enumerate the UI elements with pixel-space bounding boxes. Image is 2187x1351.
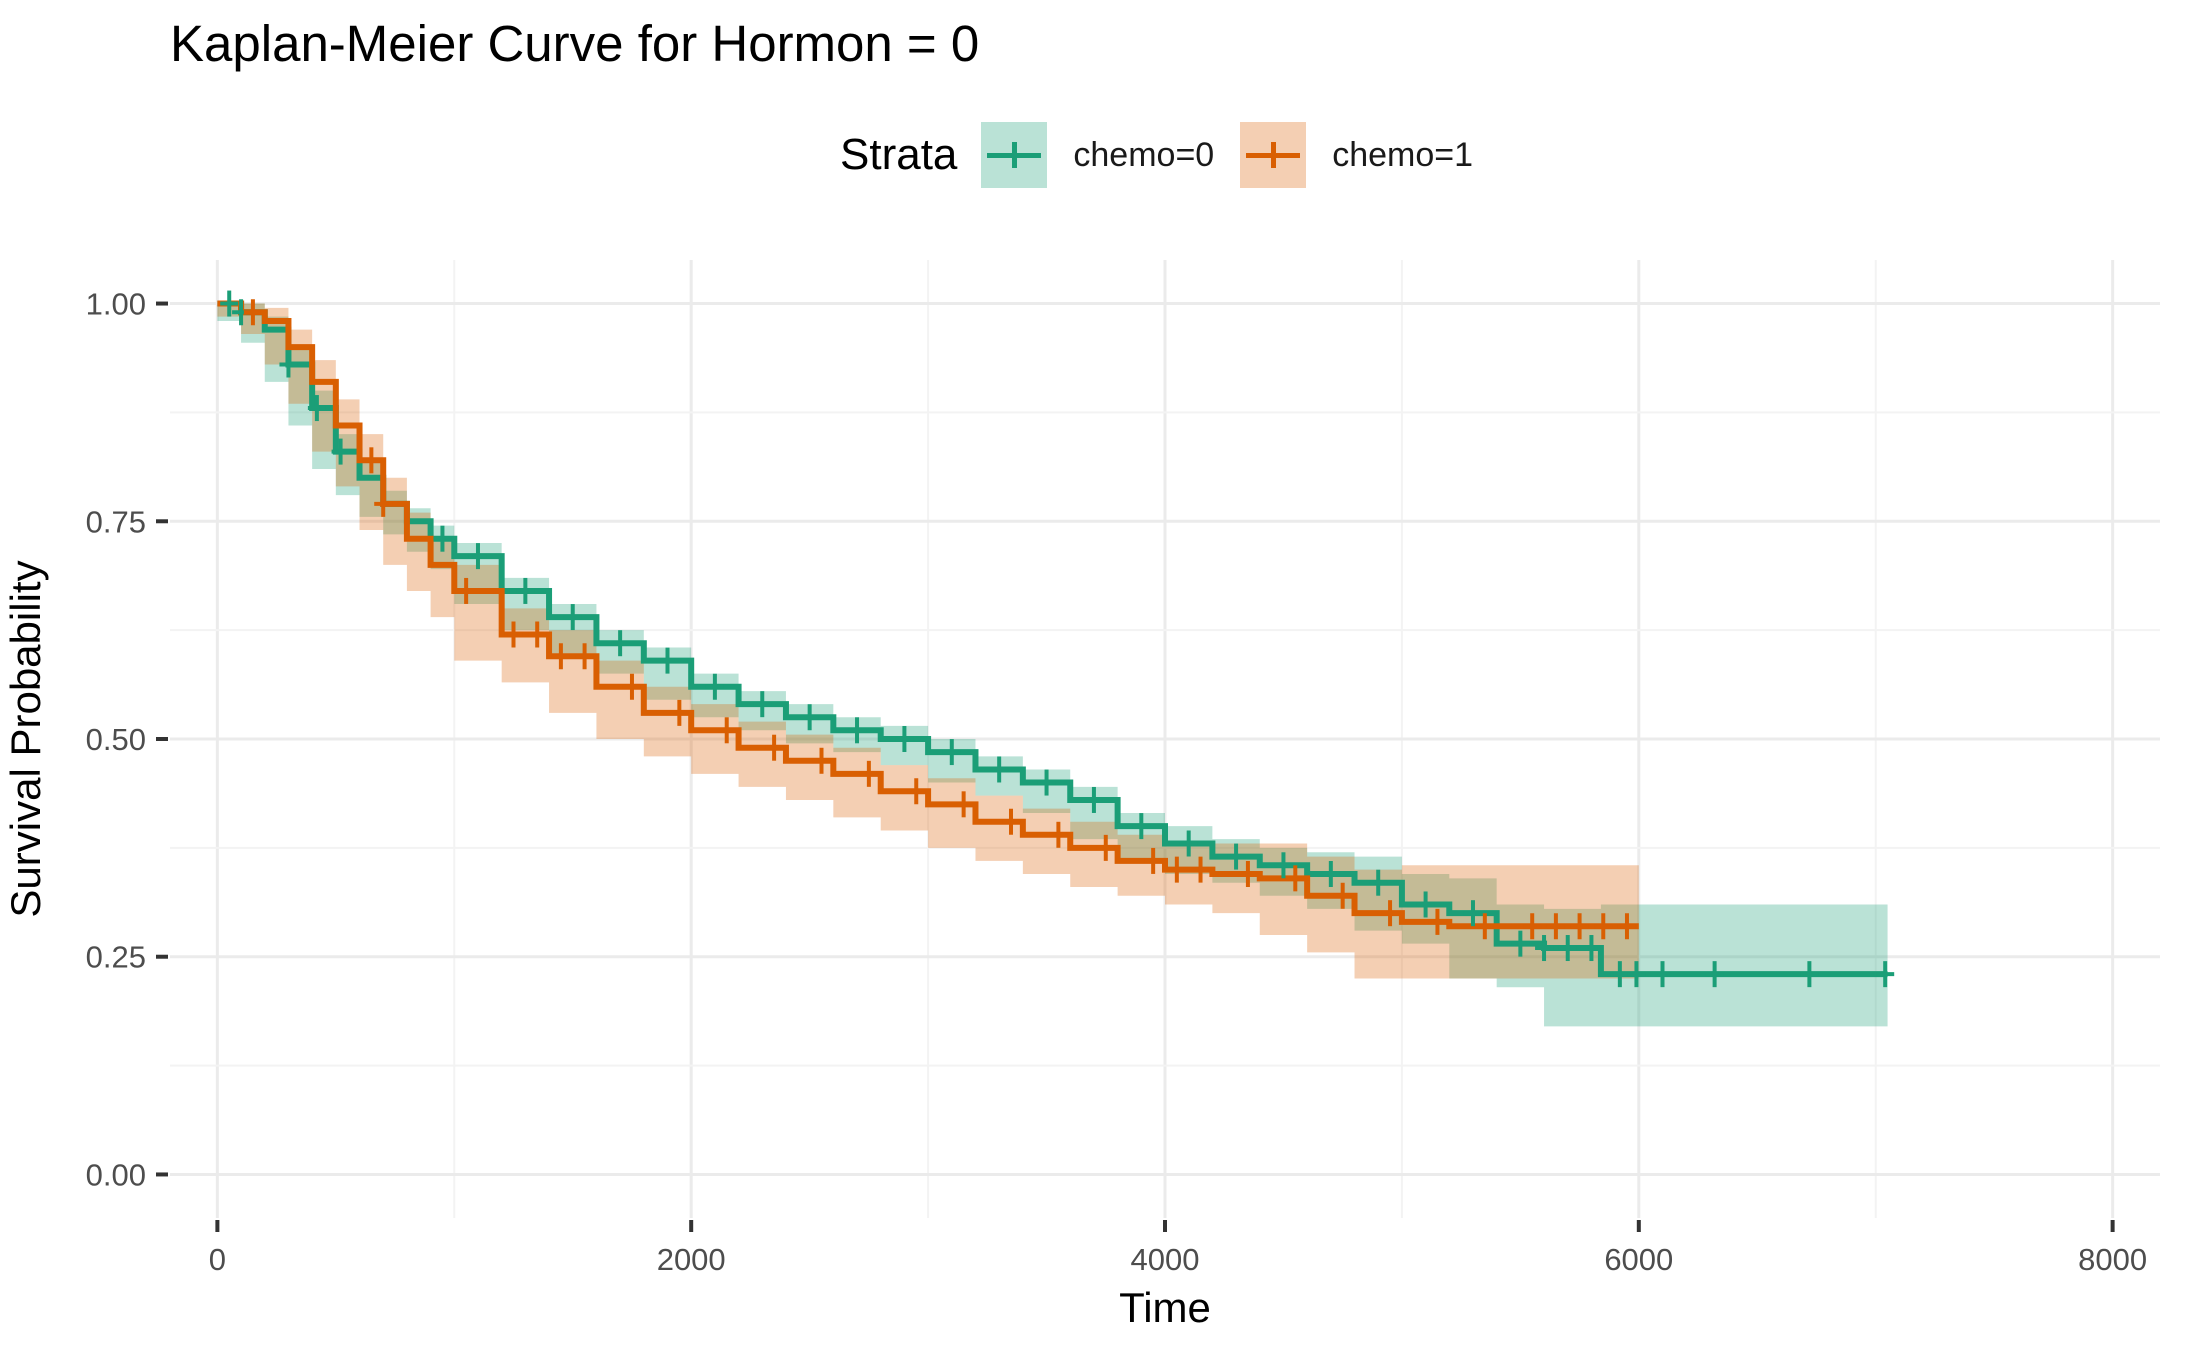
grid (170, 260, 2160, 1218)
x-tick-label: 0 (209, 1242, 226, 1277)
legend-title: Strata (840, 130, 958, 179)
legend: Strata chemo=0 chemo=1 (840, 122, 1499, 188)
y-tick-label: 0.25 (86, 940, 146, 975)
x-tick-label: 8000 (2078, 1242, 2147, 1277)
survival-curve-chemo=0 (217, 300, 1888, 978)
legend-key-chemo1-censor (1271, 142, 1277, 168)
y-tick-label: 0.50 (86, 722, 146, 757)
legend-label-chemo1: chemo=1 (1332, 135, 1474, 174)
y-tick-label: 1.00 (86, 287, 146, 322)
x-tick-label: 4000 (1131, 1242, 1200, 1277)
survival-lines (217, 300, 1888, 978)
confidence-band-chemo=0 (217, 303, 1888, 1027)
confidence-band-chemo=1 (217, 303, 1639, 979)
survival-curve-chemo=1 (217, 300, 1639, 930)
y-tick-label: 0.75 (86, 504, 146, 539)
legend-item-chemo1: chemo=1 (1240, 122, 1473, 188)
legend-key-chemo0-censor (1012, 142, 1018, 168)
legend-key-chemo1 (1240, 122, 1307, 188)
censor-marks (220, 290, 1895, 988)
axes: 0.00 0.25 0.50 0.75 1.00 0 2000 4000 6000 8000 (86, 287, 2147, 1277)
chart-title: Kaplan-Meier Curve for Hormon = 0 (170, 15, 980, 72)
x-tick-label: 6000 (1604, 1242, 1673, 1277)
legend-item-chemo0: chemo=0 (981, 122, 1214, 188)
y-axis-label: Survival Probability (2, 560, 49, 917)
y-tick-label: 0.00 (86, 1157, 146, 1192)
confidence-bands (217, 303, 1888, 1027)
x-axis-label: Time (1119, 1284, 1211, 1331)
x-tick-label: 2000 (657, 1242, 726, 1277)
legend-key-chemo0 (981, 122, 1048, 188)
legend-label-chemo0: chemo=0 (1073, 135, 1215, 174)
